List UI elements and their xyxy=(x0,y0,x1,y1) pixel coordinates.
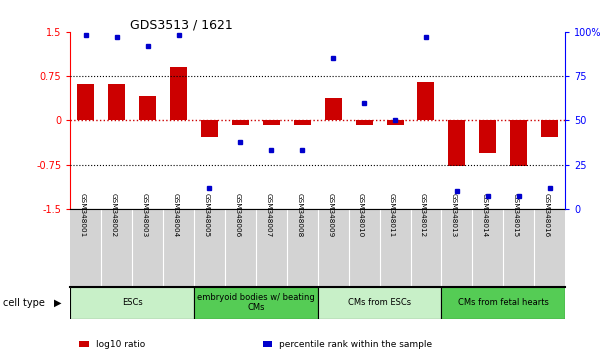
Bar xyxy=(201,120,218,137)
Text: cell type: cell type xyxy=(3,298,45,308)
Bar xyxy=(108,84,125,120)
Bar xyxy=(356,120,373,125)
Bar xyxy=(294,120,311,125)
Text: GSM348010: GSM348010 xyxy=(358,193,364,237)
Bar xyxy=(442,287,565,319)
Text: GDS3513 / 1621: GDS3513 / 1621 xyxy=(130,19,232,32)
Bar xyxy=(510,120,527,166)
Bar xyxy=(318,287,442,319)
Text: ESCs: ESCs xyxy=(122,298,142,307)
Text: GSM348009: GSM348009 xyxy=(327,193,333,237)
Text: GSM348006: GSM348006 xyxy=(235,193,240,237)
Text: ▶: ▶ xyxy=(54,298,61,308)
Text: GSM348004: GSM348004 xyxy=(172,193,178,237)
Bar xyxy=(139,96,156,120)
Bar xyxy=(541,120,558,137)
Text: log10 ratio: log10 ratio xyxy=(96,339,145,349)
Bar xyxy=(77,84,94,120)
Text: GSM348007: GSM348007 xyxy=(265,193,271,237)
Bar xyxy=(448,120,466,166)
Bar xyxy=(480,120,496,153)
Text: GSM348014: GSM348014 xyxy=(482,193,488,237)
Text: GSM348012: GSM348012 xyxy=(420,193,426,237)
Bar xyxy=(170,67,187,120)
Text: GSM348003: GSM348003 xyxy=(142,193,148,237)
Bar xyxy=(417,82,434,120)
Text: GSM348011: GSM348011 xyxy=(389,193,395,237)
Bar xyxy=(70,287,194,319)
Text: GSM348015: GSM348015 xyxy=(513,193,519,237)
Bar xyxy=(232,120,249,125)
Text: GSM348005: GSM348005 xyxy=(203,193,210,237)
Text: GSM348002: GSM348002 xyxy=(111,193,117,237)
Text: CMs from ESCs: CMs from ESCs xyxy=(348,298,411,307)
Bar xyxy=(387,120,403,125)
Text: GSM348008: GSM348008 xyxy=(296,193,302,237)
Bar xyxy=(263,120,280,125)
Text: GSM348001: GSM348001 xyxy=(79,193,86,237)
Bar xyxy=(324,98,342,120)
Text: GSM348013: GSM348013 xyxy=(451,193,457,237)
Bar xyxy=(194,287,318,319)
Text: GSM348016: GSM348016 xyxy=(544,193,550,237)
Text: CMs from fetal hearts: CMs from fetal hearts xyxy=(458,298,549,307)
Text: embryoid bodies w/ beating
CMs: embryoid bodies w/ beating CMs xyxy=(197,293,315,312)
Text: percentile rank within the sample: percentile rank within the sample xyxy=(279,339,433,349)
